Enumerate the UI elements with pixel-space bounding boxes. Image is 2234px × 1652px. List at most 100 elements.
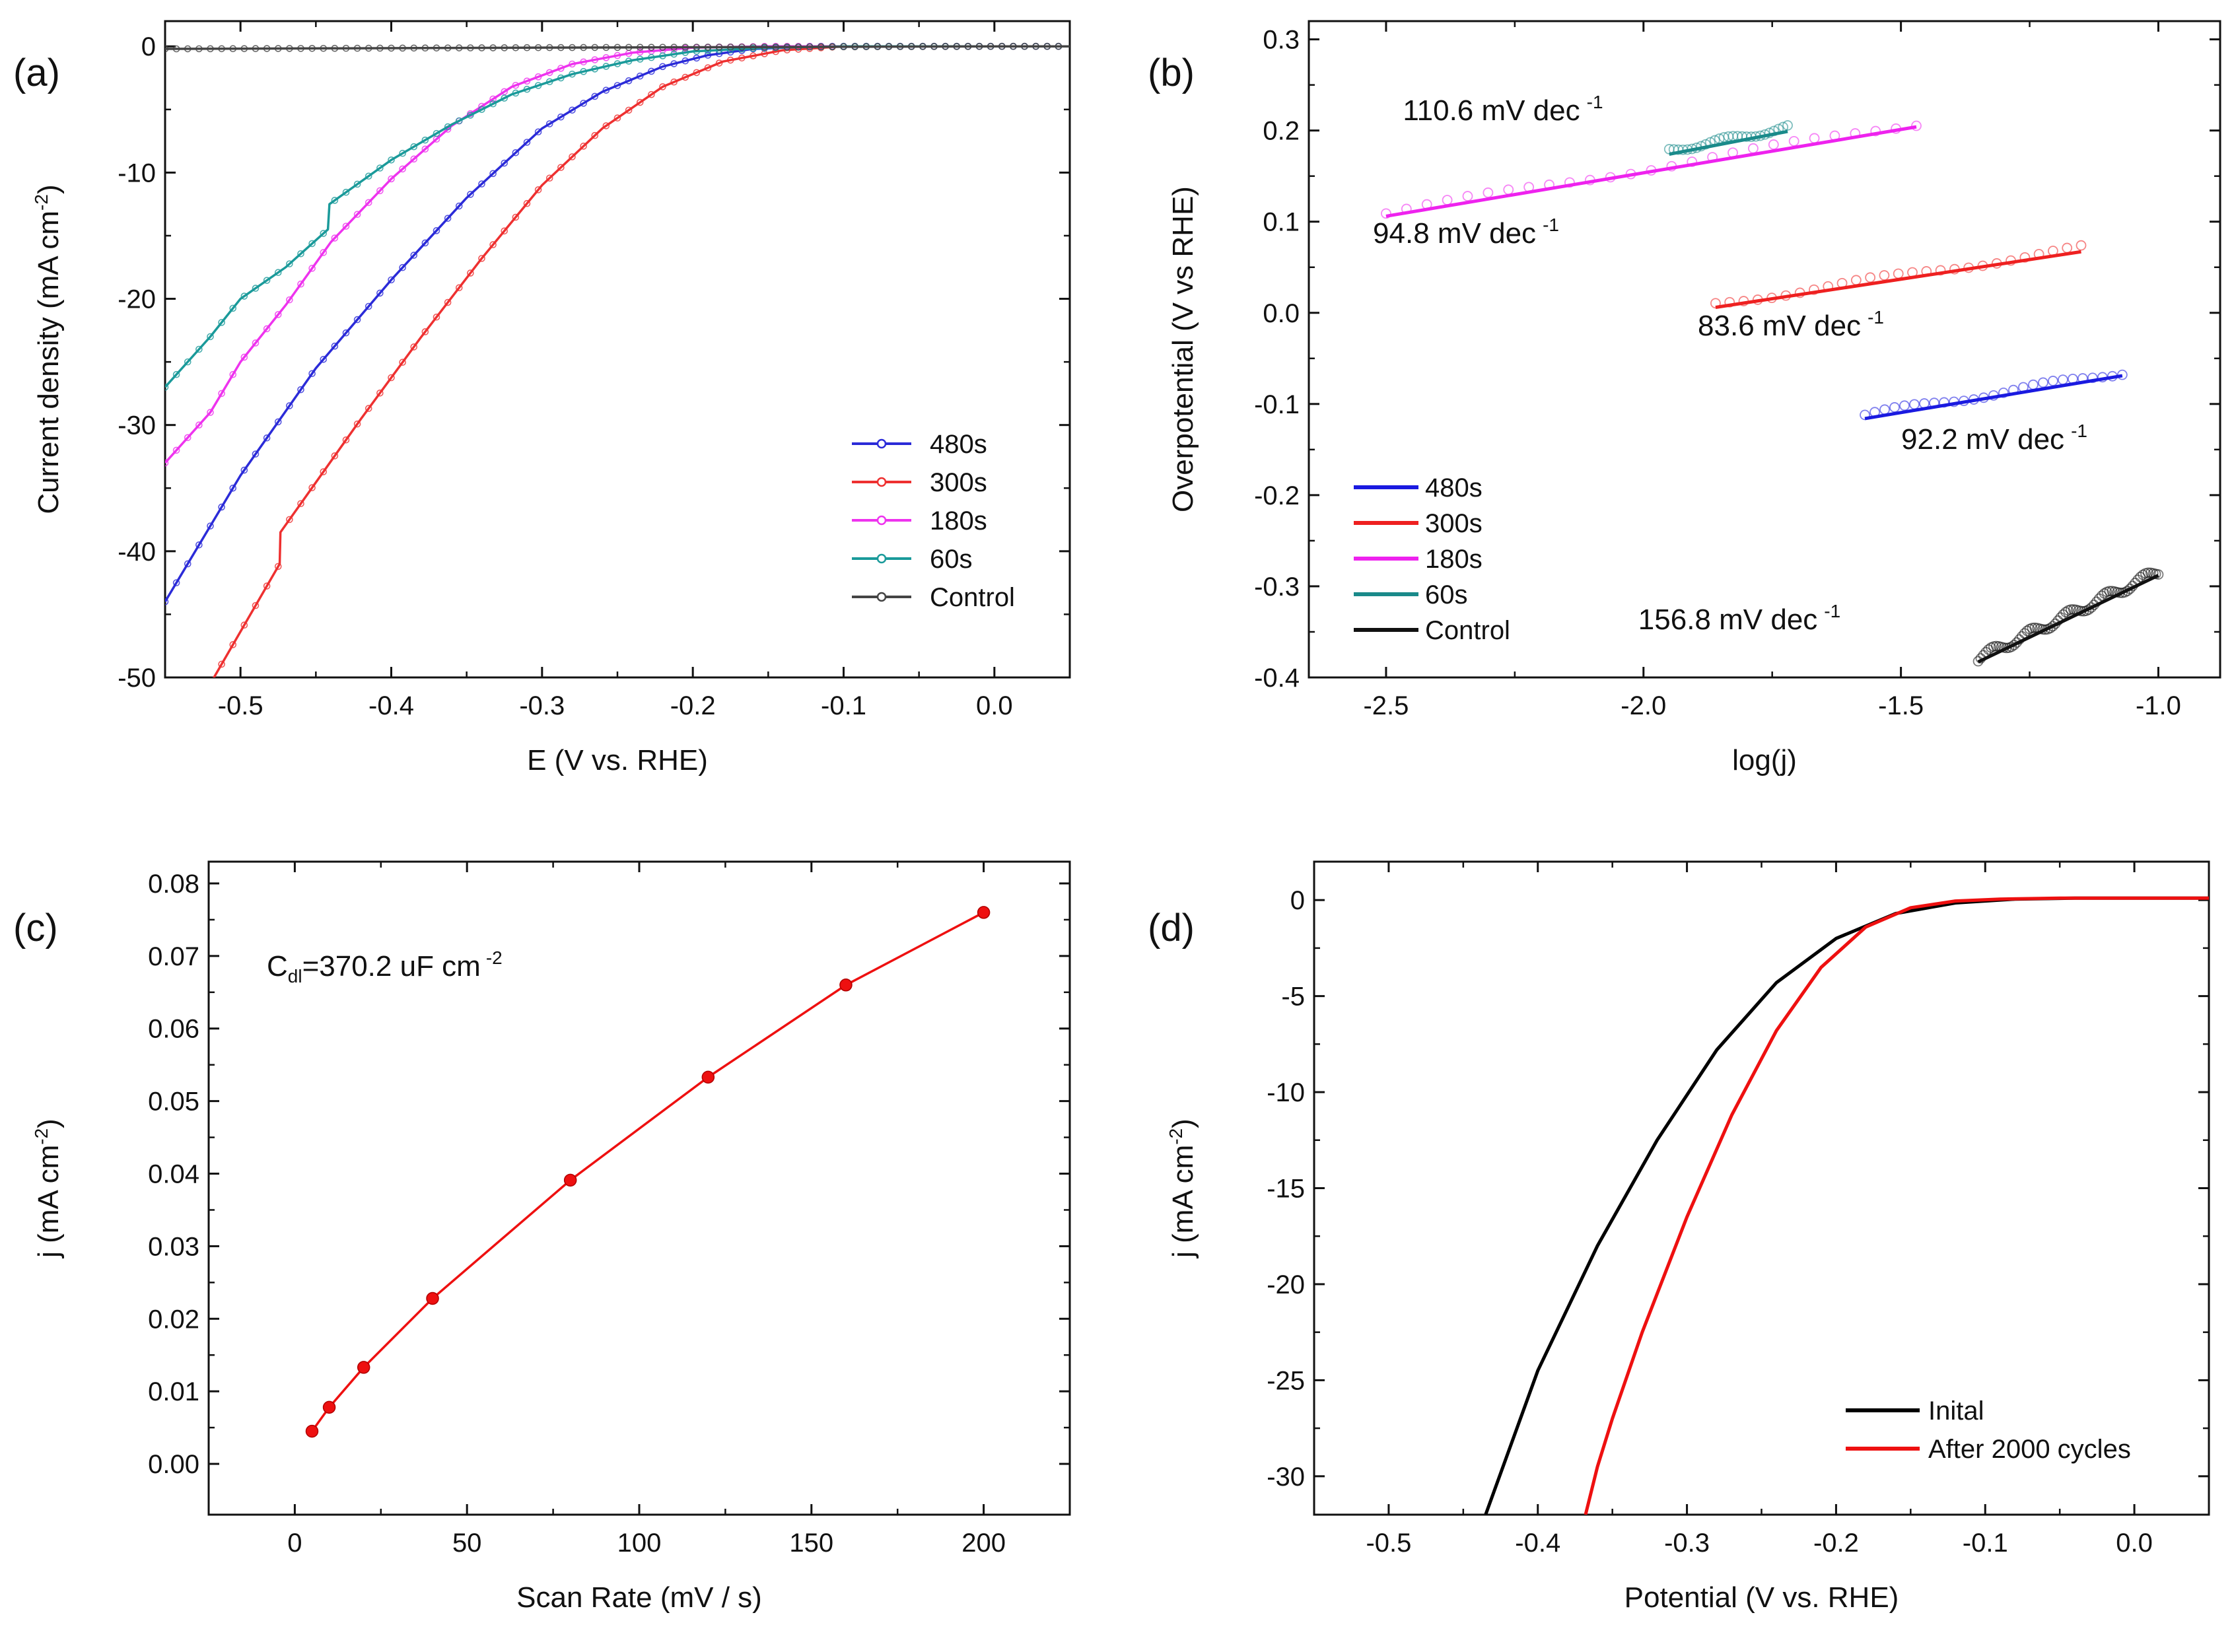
data-point-60s	[670, 50, 678, 58]
tafel-slope-label: 83.6 mV dec -1	[1698, 307, 1884, 342]
data-point-60s	[444, 123, 452, 131]
tafel-slope-text: 94.8 mV dec	[1373, 217, 1536, 250]
legend-label: 300s	[930, 468, 987, 497]
data-point-Control	[569, 44, 576, 52]
data-point-Control	[286, 45, 293, 52]
x-tick-label: -0.4	[1515, 1529, 1560, 1558]
data-point-480s	[489, 170, 497, 178]
series-line-Control	[165, 45, 1070, 50]
data-point-60s	[388, 156, 395, 164]
data-point-Control	[625, 44, 633, 52]
data-point-300s	[704, 64, 712, 72]
data-point-480s	[399, 263, 406, 271]
data-point-180s	[602, 54, 610, 61]
data-point-480s	[636, 72, 644, 80]
data-point-180s	[613, 52, 621, 59]
tafel-point-480s	[1879, 404, 1890, 415]
y-tick-label: 0.00	[148, 1450, 199, 1479]
data-point-Control	[534, 44, 542, 52]
tafel-point-180s	[1809, 133, 1820, 144]
data-point-180s	[172, 446, 180, 454]
data-point-60s	[365, 172, 372, 180]
tafel-point-180s	[1911, 120, 1922, 131]
data-point-180s	[591, 56, 599, 63]
x-tick-label: -0.5	[1366, 1529, 1411, 1558]
tafel-point-300s	[1879, 270, 1890, 281]
data-point-60s	[545, 78, 553, 86]
data-point-300s	[207, 681, 213, 687]
data-point-180s	[365, 199, 372, 207]
data-point-300s	[455, 284, 463, 292]
y-tick-label: -50	[118, 664, 156, 693]
data-point-180s	[320, 249, 328, 256]
data-point-Control	[207, 45, 214, 53]
data-point-Control	[489, 44, 497, 52]
data-point-60s	[534, 82, 542, 89]
data-point-60s	[478, 106, 485, 114]
data-point-Control	[817, 43, 825, 51]
x-tick-label: -0.5	[218, 691, 263, 720]
y-tick-label: -0.3	[1254, 572, 1300, 602]
data-point-480s	[569, 106, 576, 114]
data-point-60s	[297, 250, 304, 258]
tafel-point-480s	[2058, 374, 2068, 386]
data-point-480s	[557, 113, 565, 121]
legend-marker-480s	[876, 438, 887, 449]
data-point-300s	[636, 98, 644, 106]
x-tick-label: -0.3	[1664, 1529, 1710, 1558]
data-point-480s	[410, 252, 418, 259]
data-point-Control	[636, 44, 644, 52]
tafel-point-480s	[2028, 379, 2039, 390]
panel-b-tafel: -2.5 -2.0 -1.5 -1.0 0.3 0.2 0.1 0.0 -0.1 -0.2 -0.3…	[1148, 20, 2221, 776]
data-point-Control	[165, 45, 169, 53]
legend-marker-180s	[876, 515, 887, 526]
data-point-180s	[399, 165, 406, 173]
data-point-300s	[489, 241, 497, 248]
tafel-point-60s	[1782, 120, 1793, 131]
data-point-180s	[489, 95, 497, 103]
data-point-480s	[501, 159, 508, 167]
data-point-180s	[523, 77, 531, 85]
data-point-Control	[274, 45, 282, 52]
data-point-Control	[829, 43, 836, 51]
data-point-60s	[353, 180, 361, 188]
tafel-point-Control	[2047, 621, 2058, 632]
y-axis-label: Overpotential (V vs RHE)	[1167, 186, 1199, 512]
data-point-480s	[580, 100, 587, 107]
data-point-300s	[365, 405, 372, 412]
data-point-480s	[625, 77, 633, 85]
data-point-300s	[715, 59, 723, 67]
tafel-point-Control	[2153, 569, 2164, 580]
cdl-annotation-value: =370.2 uF cm	[302, 950, 481, 982]
data-point-Control	[365, 44, 372, 52]
data-point-480s	[274, 418, 282, 426]
data-point-480s	[252, 450, 260, 458]
data-point-300s	[353, 420, 361, 428]
x-axis-label: Potential (V vs. RHE)	[1624, 1581, 1899, 1614]
data-point-180s	[229, 370, 237, 378]
data-point-180s	[195, 421, 203, 429]
data-point-300s	[681, 73, 689, 81]
data-point-60s	[421, 136, 429, 144]
tafel-point-Control	[2135, 571, 2146, 582]
data-point-Control	[919, 43, 926, 50]
data-point-Control	[240, 45, 248, 52]
legend-label: Inital	[1928, 1396, 1984, 1426]
x-tick-label: -1.5	[1878, 691, 1924, 720]
data-point-Control	[410, 44, 418, 52]
tafel-point-180s	[1564, 177, 1575, 188]
data-point-Control	[862, 43, 870, 51]
data-point-Control	[670, 44, 678, 51]
legend-label: 480s	[1425, 473, 1483, 502]
data-point-60s	[467, 112, 474, 119]
y-tick-label: 0	[141, 32, 156, 61]
x-tick-label: -0.3	[519, 691, 565, 720]
data-point-Control	[602, 44, 610, 52]
data-point-300s	[602, 122, 610, 129]
data-point-300s	[670, 78, 678, 86]
tafel-point-180s	[1788, 135, 1799, 147]
tafel-point-300s	[1850, 275, 1862, 286]
y-tick-label: 0.3	[1263, 26, 1300, 55]
data-point-480s	[433, 227, 440, 234]
